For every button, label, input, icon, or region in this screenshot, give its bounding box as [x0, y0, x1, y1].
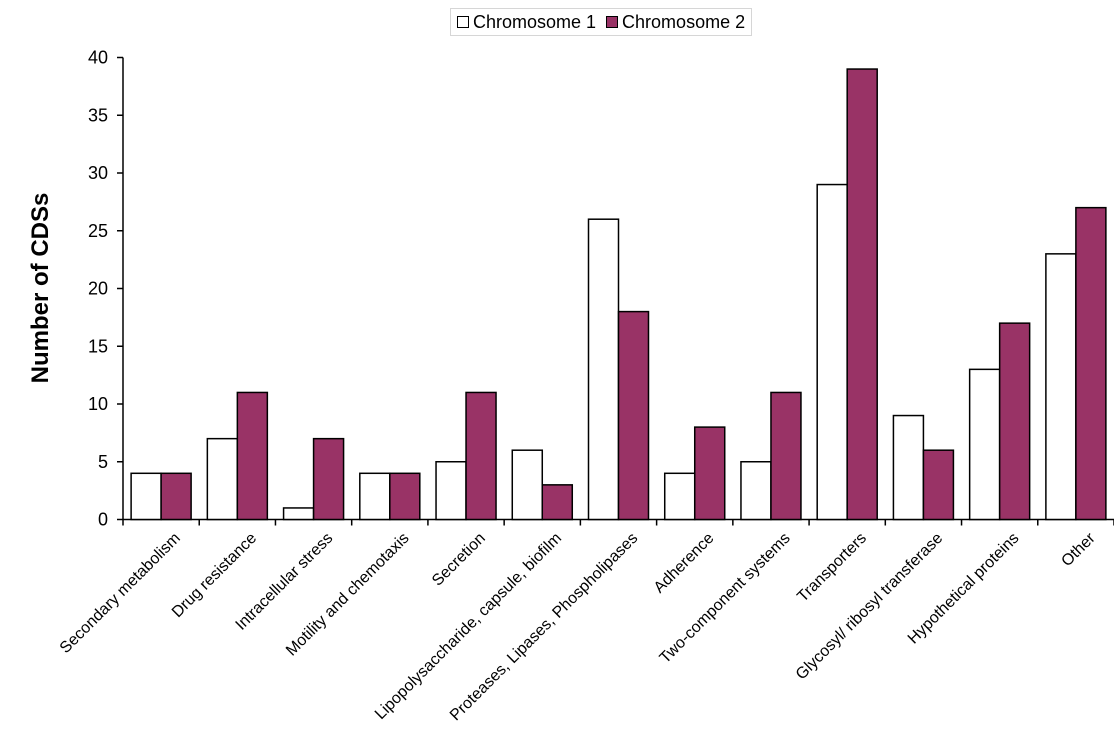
bar-chromosome-1-hypothetical-proteins [968, 368, 1001, 521]
bar-chromosome-2-other [1075, 206, 1107, 521]
bar-chromosome-1-two-component-systems [740, 461, 772, 521]
y-tick-label: 30 [88, 163, 108, 183]
x-tick-label-transporters: Transporters [794, 530, 870, 606]
x-axis [122, 518, 1114, 526]
bar-chromosome-2-adherence [693, 426, 726, 521]
bar-chromosome-2-lipopolysaccharide-capsule-biofilm [541, 484, 574, 521]
bar-chromosome-1-adherence [663, 472, 696, 521]
bar-chromosome-2-transporters [846, 68, 878, 521]
y-tick-label: 20 [88, 279, 108, 299]
bar-chromosome-1-proteases-lipases-phospholipases [587, 218, 620, 521]
chart-legend: Chromosome 1 Chromosome 2 [450, 8, 753, 36]
bar-chromosome-2-two-component-systems [770, 391, 802, 521]
legend-swatch-chromosome-2 [606, 16, 619, 28]
bar-chromosome-1-other [1045, 253, 1077, 521]
y-tick-label: 40 [88, 48, 108, 68]
y-tick-label: 10 [88, 394, 108, 414]
y-tick-label: 25 [88, 221, 108, 241]
bar-chromosome-2-glycosyl-ribosyl-transferase [922, 449, 955, 521]
bar-chromosome-1-secretion [435, 461, 467, 521]
bar-chromosome-2-hypothetical-proteins [998, 322, 1031, 521]
bars [130, 68, 1107, 521]
y-axis-label: Number of CDSs [27, 193, 54, 384]
y-tick-label: 5 [98, 452, 108, 472]
bar-chromosome-1-secondary-metabolism [130, 472, 162, 521]
legend-label-chromosome-1: Chromosome 1 [473, 11, 597, 32]
bar-chromosome-2-motility-and-chemotaxis [389, 472, 421, 521]
x-tick-label-other: Other [1058, 529, 1099, 570]
bar-chromosome-1-drug-resistance [206, 437, 239, 521]
legend-swatch-chromosome-1 [457, 16, 469, 28]
y-tick-label: 35 [88, 105, 108, 125]
x-tick-label-two-component-systems: Two-component systems [657, 530, 794, 667]
bar-chromosome-2-intracellular-stress [312, 437, 345, 521]
legend-item-chromosome-2: Chromosome 2 [606, 12, 745, 33]
legend-label-chromosome-2: Chromosome 2 [622, 11, 746, 32]
x-tick-label-adherence: Adherence [651, 530, 718, 597]
bar-chromosome-2-secondary-metabolism [160, 472, 192, 521]
x-tick-label-secretion: Secretion [429, 530, 489, 590]
bar-chromosome-1-motility-and-chemotaxis [359, 472, 391, 521]
bar-chromosome-1-transporters [816, 183, 848, 521]
bar-chromosome-1-glycosyl-ribosyl-transferase [892, 414, 925, 521]
bar-chromosome-1-intracellular-stress [282, 507, 315, 521]
y-tick-label: 15 [88, 336, 108, 356]
y-tick-label: 0 [98, 510, 108, 530]
x-tick-label-glycosyl-ribosyl-transferase: Glycosyl/ ribosyl transferase [793, 530, 947, 684]
bar-chromosome-2-drug-resistance [236, 391, 269, 521]
x-tick-label-motility-and-chemotaxis: Motility and chemotaxis [283, 530, 413, 660]
bar-chromosome-1-lipopolysaccharide-capsule-biofilm [511, 449, 544, 521]
y-axis: 0 5 10 15 20 25 30 35 40 [88, 48, 124, 530]
x-tick-label-secondary-metabolism: Secondary metabolism [57, 530, 184, 657]
bar-chromosome-2-secretion [465, 391, 497, 521]
legend-item-chromosome-1: Chromosome 1 [457, 12, 596, 33]
bar-chromosome-2-proteases-lipases-phospholipases [617, 310, 650, 521]
